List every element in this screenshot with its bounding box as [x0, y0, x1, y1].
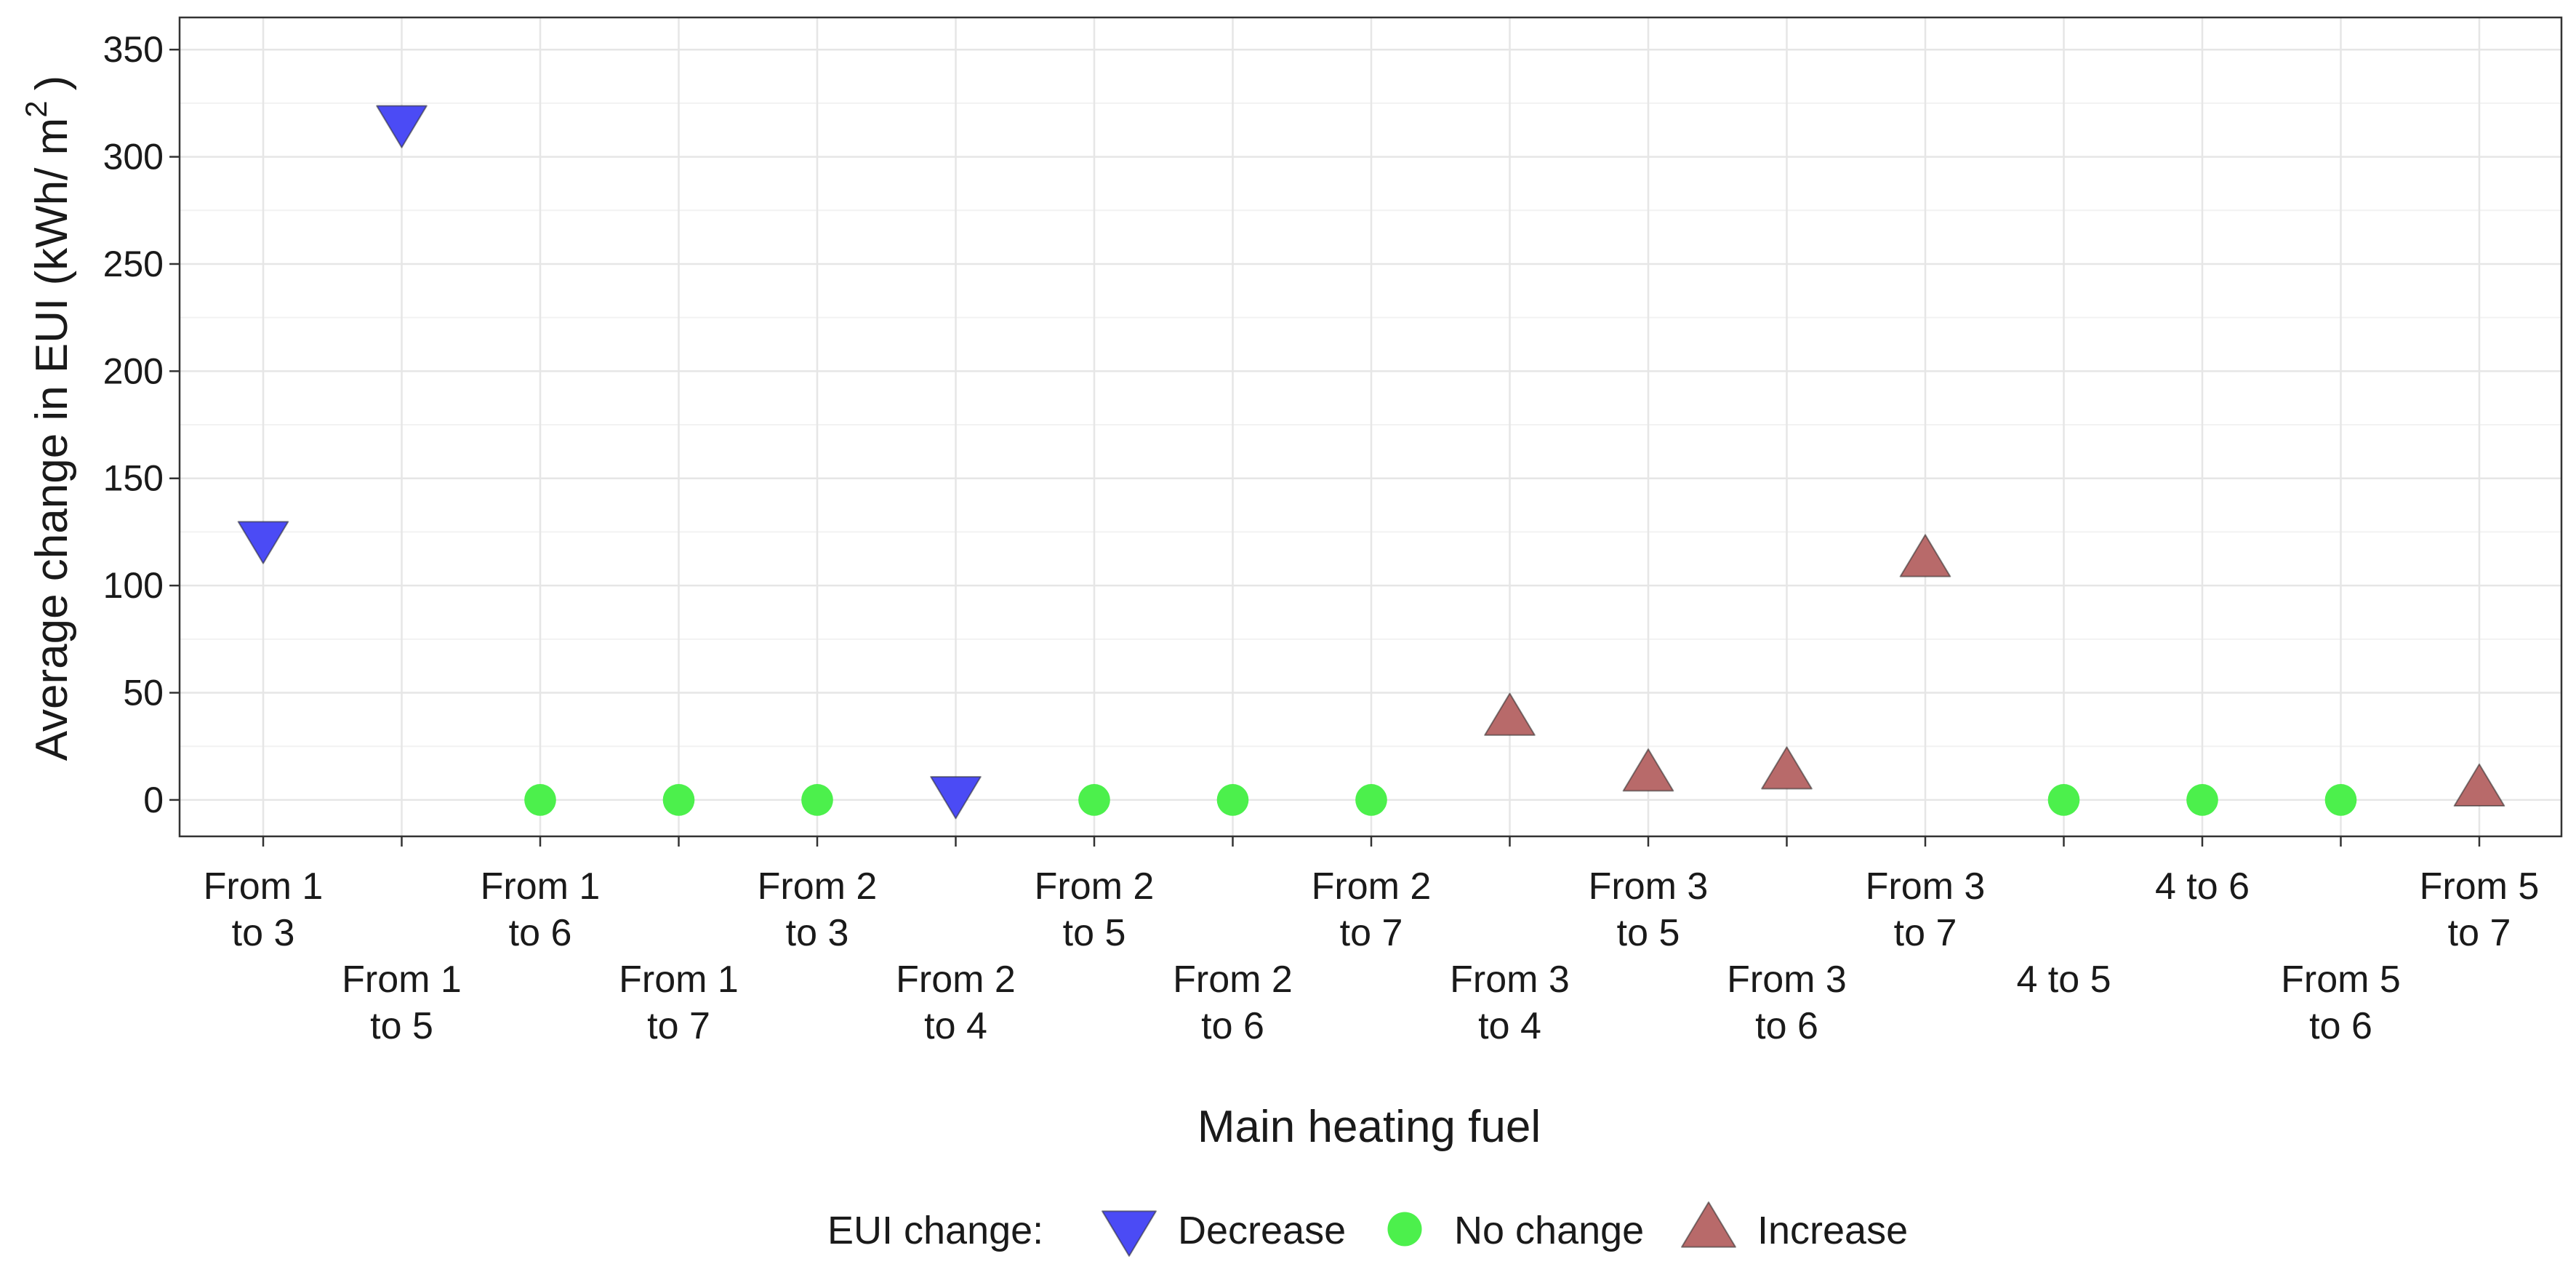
x-tick-label: From 2 to 5: [1035, 865, 1155, 954]
data-point: [376, 105, 428, 148]
x-tick-label: From 5 to 7: [2420, 865, 2540, 954]
y-tick-label: 250: [103, 244, 164, 284]
x-tick-label: From 2 to 4: [896, 959, 1016, 1047]
x-tick-label: From 1 to 5: [342, 959, 462, 1047]
y-tick-label: 350: [103, 29, 164, 70]
data-point: [662, 784, 695, 816]
x-axis-title: Main heating fuel: [1197, 1102, 1541, 1152]
legend-label: No change: [1454, 1209, 1644, 1252]
x-tick-label: From 3 to 5: [1589, 865, 1709, 954]
data-point: [1484, 692, 1536, 736]
data-point: [1355, 784, 1387, 816]
x-tick-label: 4 to 6: [2155, 865, 2250, 908]
data-point: [1761, 746, 1813, 790]
grid-lines: [180, 17, 2561, 836]
y-tick-label: 0: [143, 780, 164, 820]
data-point: [1622, 748, 1674, 792]
x-tick-label: From 2 to 7: [1312, 865, 1432, 954]
y-tick-label: 100: [103, 565, 164, 606]
y-tick-label: 300: [103, 137, 164, 177]
legend-title: EUI change:: [827, 1209, 1043, 1252]
legend-marker-no-change: [1387, 1212, 1422, 1247]
x-tick-label: From 2 to 3: [758, 865, 878, 954]
x-tick-label: From 3 to 6: [1727, 959, 1847, 1047]
data-point: [1216, 784, 1249, 816]
data-point: [524, 784, 556, 816]
data-point: [2186, 784, 2218, 816]
legend-marker-decrease: [1102, 1210, 1157, 1257]
y-tick-label: 150: [103, 458, 164, 499]
data-point: [801, 784, 833, 816]
x-tick-label: From 3 to 7: [1866, 865, 1986, 954]
data-point: [1078, 784, 1110, 816]
data-point: [930, 776, 982, 820]
legend: EUI change: Decrease No change Increase: [827, 1201, 1908, 1257]
legend-label: Decrease: [1178, 1209, 1346, 1252]
x-tick-label: From 1 to 6: [481, 865, 601, 954]
data-point: [2324, 784, 2357, 816]
data-point: [1899, 534, 1951, 577]
legend-label: Increase: [1757, 1209, 1908, 1252]
x-tick-label: From 5 to 6: [2281, 959, 2401, 1047]
y-tick-label: 200: [103, 351, 164, 391]
data-points: [237, 105, 2505, 820]
y-axis-title: Average change in EUI (kWh/ m2): [19, 76, 77, 761]
x-tick-label: From 1 to 3: [204, 865, 324, 954]
y-axis-title-main: Average change in EUI (kWh/ m: [27, 118, 77, 761]
x-tick-label: From 3 to 4: [1450, 959, 1570, 1047]
y-axis-title-suffix: ): [27, 76, 77, 91]
legend-marker-increase: [1681, 1201, 1736, 1248]
data-point: [237, 521, 289, 564]
y-axis: 0 50 100 150 200 250 300 350: [103, 29, 180, 820]
data-point: [2047, 784, 2080, 816]
y-axis-title-superscript: 2: [19, 100, 53, 117]
x-tick-label: From 1 to 7: [619, 959, 739, 1047]
x-tick-label: 4 to 5: [2016, 959, 2111, 1001]
x-tick-label: From 2 to 6: [1173, 959, 1293, 1047]
data-point: [2453, 763, 2505, 807]
y-tick-label: 50: [123, 673, 164, 713]
